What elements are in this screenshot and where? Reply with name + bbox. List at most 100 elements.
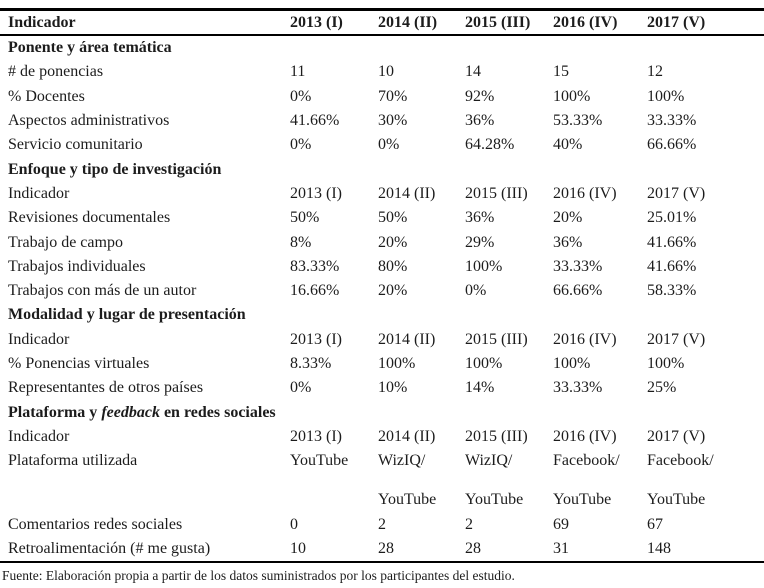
- table-row: Indicador 2013 (I) 2014 (II) 2015 (III) 2016…: [0, 328, 764, 352]
- row-value: Facebook/: [553, 452, 620, 470]
- row-label: Ponente y área temática: [8, 39, 172, 57]
- row-value: 2014 (II): [378, 330, 436, 348]
- row-value: 69: [553, 515, 569, 533]
- row-value: 80%: [378, 257, 408, 275]
- header-year-column: 2015 (III): [465, 13, 531, 31]
- row-value: YouTube: [465, 491, 524, 509]
- row-label: Representantes de otros países: [8, 379, 204, 397]
- table-row: # de ponencias 11 10 14 15 12: [0, 60, 764, 84]
- row-value: WizIQ/: [378, 452, 426, 470]
- row-value: 29%: [465, 233, 495, 251]
- row-value: YouTube: [378, 491, 437, 509]
- table-row: Aspectos administrativos 41.66% 30% 36% 53.3…: [0, 109, 764, 133]
- row-value: 0: [290, 515, 298, 533]
- row-value: 20%: [378, 282, 408, 300]
- row-value: 36%: [553, 233, 583, 251]
- row-value: 10: [378, 63, 394, 81]
- table-row: YouTube YouTube YouTube YouTube: [0, 488, 764, 512]
- row-value: 8.33%: [290, 355, 332, 372]
- row-label: Indicador: [8, 427, 70, 445]
- table-row: Representantes de otros países 0% 10% 14% 33…: [0, 376, 764, 400]
- row-label: Trabajos individuales: [8, 257, 146, 275]
- table-row: Comentarios redes sociales 0 2 2 69 67: [0, 513, 764, 537]
- row-value: 100%: [465, 257, 503, 275]
- row-value: 2016 (IV): [553, 184, 617, 202]
- table-row: Revisiones documentales 50% 50% 36% 20% 25.01…: [0, 206, 764, 230]
- row-value: 100%: [647, 355, 685, 372]
- row-value: 83.33%: [290, 257, 340, 275]
- row-value: 36%: [465, 209, 495, 227]
- row-value: 41.66%: [290, 112, 340, 130]
- header-year-column: 2016 (IV): [553, 13, 618, 31]
- row-value: 33.33%: [553, 257, 603, 275]
- row-value: 66.66%: [647, 136, 697, 154]
- row-value: 2013 (I): [290, 184, 342, 202]
- row-value: Facebook/: [647, 452, 714, 470]
- row-label: % Docentes: [8, 87, 85, 105]
- row-value: 2015 (III): [465, 330, 528, 348]
- row-value: 50%: [378, 209, 408, 227]
- row-value: 28: [465, 540, 481, 558]
- row-value: WizIQ/: [465, 452, 513, 470]
- section-header-row: Modalidad y lugar de presentación: [0, 303, 764, 327]
- row-value: 36%: [465, 112, 495, 130]
- row-value: 70%: [378, 87, 408, 105]
- table-row: Indicador 2013 (I) 2014 (II) 2015 (III) 2016…: [0, 425, 764, 449]
- row-value: 2017 (V): [647, 427, 706, 445]
- row-value: 8%: [290, 233, 312, 251]
- row-value: 92%: [465, 87, 495, 105]
- header-year-column: 2014 (II): [378, 13, 438, 31]
- table-row: Trabajos individuales 83.33% 80% 100% 33.33%…: [0, 255, 764, 279]
- row-value: 16.66%: [290, 282, 340, 300]
- bottom-rule: [0, 561, 764, 564]
- row-value: 2014 (II): [378, 427, 436, 445]
- row-label: Revisiones documentales: [8, 209, 171, 227]
- row-label: Aspectos administrativos: [8, 112, 170, 130]
- row-value: 100%: [647, 87, 685, 105]
- row-value: YouTube: [553, 491, 612, 509]
- section-header-row: Plataforma y feedback en redes sociales: [0, 400, 764, 424]
- source-note: Fuente: Elaboración propia a partir de l…: [2, 568, 515, 584]
- row-label: Modalidad y lugar de presentación: [8, 306, 246, 324]
- row-value: 2017 (V): [647, 330, 706, 348]
- table-row: Trabajos con más de un autor 16.66% 20% 0% 6…: [0, 279, 764, 303]
- row-value: 2013 (I): [290, 330, 342, 348]
- row-label: Trabajo de campo: [8, 233, 123, 251]
- row-value: 14: [465, 63, 481, 81]
- row-value: 67: [647, 515, 663, 533]
- spacer-row: [0, 473, 764, 488]
- row-value: 30%: [378, 112, 408, 130]
- row-value: 2015 (III): [465, 184, 528, 202]
- row-value: 2014 (II): [378, 184, 436, 202]
- row-label: Trabajos con más de un autor: [8, 282, 197, 300]
- row-value: 2016 (IV): [553, 427, 617, 445]
- table-row: Retroalimentación (# me gusta) 10 28 28 31 14…: [0, 537, 764, 561]
- row-value: 0%: [290, 379, 312, 397]
- row-label-part: feedback: [101, 403, 160, 421]
- row-value: 10%: [378, 379, 408, 397]
- row-value: 20%: [378, 233, 408, 251]
- row-value: 12: [647, 63, 663, 81]
- row-value: 25%: [647, 379, 677, 397]
- row-label: Indicador: [8, 184, 70, 202]
- row-value: 148: [647, 540, 671, 558]
- row-label: Plataforma y feedback en redes sociales: [8, 403, 764, 421]
- table-header-row: Indicador 2013 (I) 2014 (II) 2015 (III) …: [0, 11, 764, 34]
- header-indicator-label: Indicador: [8, 13, 76, 31]
- row-value: 53.33%: [553, 112, 603, 130]
- row-value: 33.33%: [647, 112, 697, 130]
- row-value: 31: [553, 540, 569, 558]
- row-value: 64.28%: [465, 136, 515, 154]
- row-label: Retroalimentación (# me gusta): [8, 540, 211, 558]
- row-label-part: en redes sociales: [159, 403, 276, 421]
- table-row: Trabajo de campo 8% 20% 29% 36% 41.66%: [0, 230, 764, 254]
- table-row: % Ponencias virtuales 8.33% 100% 100% 100% 10…: [0, 352, 764, 376]
- row-value: 41.66%: [647, 233, 697, 251]
- row-value: YouTube: [647, 491, 706, 509]
- row-value: 0%: [290, 136, 312, 154]
- row-label: Indicador: [8, 330, 70, 348]
- row-value: 50%: [290, 209, 320, 227]
- row-value: 2: [378, 515, 386, 533]
- table-row: Plataforma utilizada YouTube WizIQ/WizIQ/F…: [0, 449, 764, 473]
